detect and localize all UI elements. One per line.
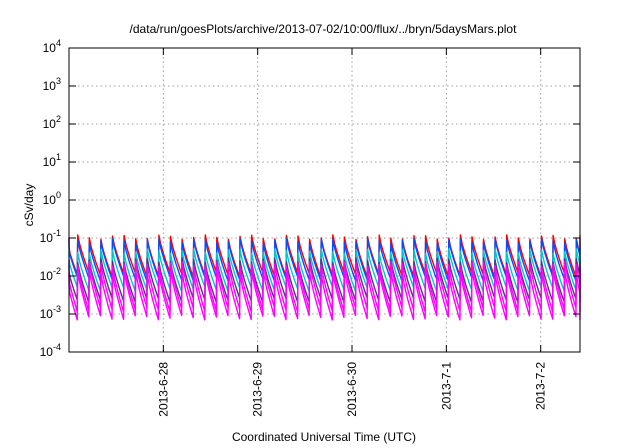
series-lines	[68, 234, 581, 321]
y-axis-label: cSv/day	[22, 184, 36, 227]
series-line-6	[68, 268, 581, 321]
x-tick-label: 2013-6-29	[251, 362, 265, 417]
x-axis-ticks: 2013-6-28 2013-6-29 2013-6-30 2013-7-1 2013-…	[156, 48, 548, 417]
x-tick-label: 2013-7-1	[439, 362, 453, 410]
y-tick-label: 10-4	[40, 342, 61, 359]
chart-title: /data/run/goesPlots/archive/2013-07-02/1…	[130, 22, 518, 36]
y-axis-ticks: 10-4 10-3 10-2 10-1 100 101 102 103 104	[40, 38, 580, 359]
x-tick-label: 2013-6-28	[156, 362, 170, 417]
grid-lines	[69, 48, 580, 352]
y-tick-label: 102	[43, 114, 61, 131]
x-tick-label: 2013-7-2	[534, 362, 548, 410]
y-tick-label: 103	[43, 76, 61, 93]
y-tick-label: 100	[43, 190, 61, 207]
y-tick-label: 101	[43, 152, 61, 169]
x-axis-label: Coordinated Universal Time (UTC)	[232, 430, 416, 444]
y-tick-label: 10-1	[40, 228, 61, 245]
x-tick-label: 2013-6-30	[345, 362, 359, 417]
y-tick-label: 10-3	[40, 304, 61, 321]
y-tick-label: 104	[43, 38, 61, 55]
y-tick-label: 10-2	[40, 266, 61, 283]
